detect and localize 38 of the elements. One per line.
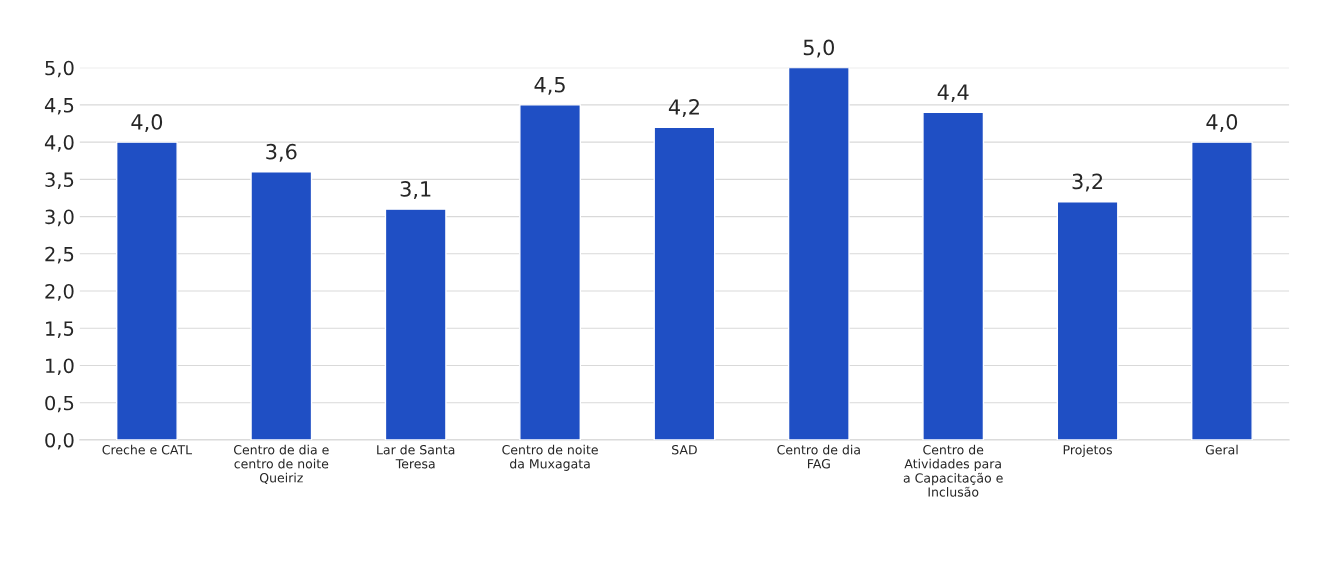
data-label: 4,4 (937, 84, 969, 103)
bar (1191, 141, 1253, 440)
bar (519, 104, 581, 440)
x-tick-label: Projetos (1063, 444, 1112, 457)
x-tick-label: SAD (672, 445, 697, 455)
bar (922, 111, 985, 440)
x-tick-label: Geral (1205, 444, 1238, 455)
x-tick-label: Creche e CATL (102, 444, 193, 455)
bar (384, 208, 447, 440)
y-tick-label: 0,5 (45, 395, 74, 413)
data-label: 4,0 (131, 114, 163, 132)
y-tick-label: 0,0 (45, 432, 74, 450)
y-tick-label: 4,5 (44, 98, 74, 115)
y-tick-label: 3,0 (45, 209, 74, 227)
data-label: 3,6 (266, 143, 297, 162)
x-tick-label: Lar de Santa Teresa (377, 444, 455, 469)
y-tick-label: 2,5 (45, 246, 74, 264)
bar (115, 141, 178, 440)
x-tick-label: Centro de dia FAG (777, 444, 860, 469)
y-tick-label: 1,0 (46, 358, 74, 376)
y-tick-label: 2,0 (45, 283, 74, 301)
data-label: 4,0 (1206, 114, 1238, 132)
x-tick-label: Centro de Atividades para a Capacitação e Inclusão (903, 444, 1003, 497)
bar (653, 126, 716, 440)
x-tick-label: Centro de noite da Muxagata (502, 444, 598, 471)
y-tick-label: 1,5 (46, 321, 74, 338)
data-label: 3,2 (1072, 173, 1103, 192)
data-label: 5,0 (803, 39, 834, 58)
y-tick-label: 3,5 (45, 172, 74, 189)
bar (787, 67, 850, 440)
y-tick-label: 5,0 (45, 60, 74, 78)
y-tick-label: 4,0 (44, 135, 74, 152)
data-label: 4,2 (668, 99, 699, 117)
data-label: 4,5 (534, 77, 565, 95)
data-label: 3,1 (400, 181, 431, 199)
x-tick-label: Centro de dia e centro de noite Queiriz (233, 444, 329, 484)
bar (250, 171, 313, 440)
bar (1056, 200, 1119, 440)
